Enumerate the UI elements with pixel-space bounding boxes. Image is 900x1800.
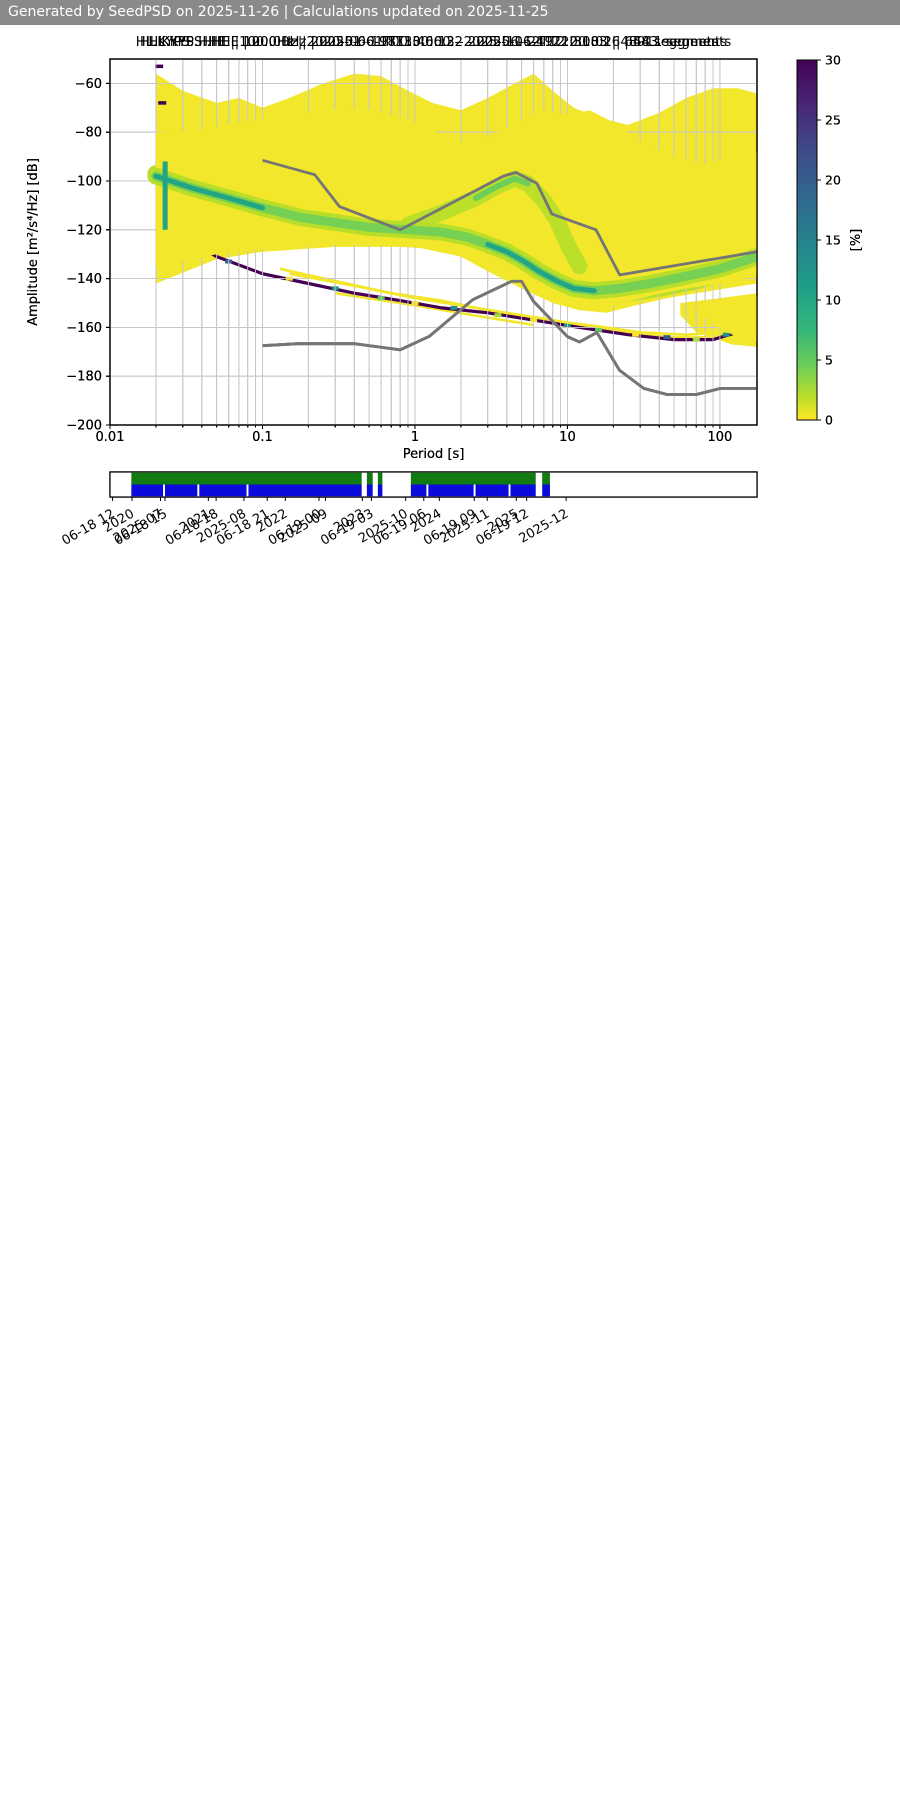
svg-text:25: 25 (825, 113, 841, 128)
svg-text:10: 10 (825, 293, 841, 308)
svg-text:2025-11: 2025-11 (438, 506, 493, 546)
svg-text:1: 1 (411, 430, 419, 445)
svg-text:30: 30 (825, 53, 841, 68)
svg-text:−140: −140 (66, 272, 102, 287)
svg-text:−200: −200 (66, 419, 102, 434)
svg-text:5: 5 (825, 353, 833, 368)
svg-text:20: 20 (825, 173, 841, 188)
svg-text:[%]: [%] (849, 229, 864, 252)
svg-text:0.01: 0.01 (96, 430, 125, 445)
svg-text:10: 10 (559, 430, 576, 445)
svg-text:−140: −140 (66, 272, 102, 287)
svg-text:Period [s]: Period [s] (403, 447, 465, 462)
svg-text:[%]: [%] (849, 229, 864, 252)
svg-text:−120: −120 (66, 223, 102, 238)
svg-text:Period [s]: Period [s] (403, 447, 465, 462)
footer-bar: Generated by SeedPSD on 2025-11-26 | Cal… (0, 0, 900, 24)
svg-text:Period [s]: Period [s] (403, 447, 465, 462)
svg-text:0.1: 0.1 (252, 430, 273, 445)
footer-text: Generated by SeedPSD on 2025-11-26 | Cal… (8, 4, 549, 20)
svg-text:10: 10 (559, 430, 576, 445)
svg-text:2025-12: 2025-12 (517, 506, 572, 546)
svg-text:100: 100 (708, 430, 733, 445)
svg-text:15: 15 (825, 233, 841, 248)
svg-text:−100: −100 (66, 175, 102, 190)
svg-text:1: 1 (411, 430, 419, 445)
svg-text:20: 20 (825, 173, 841, 188)
svg-text:10: 10 (825, 293, 841, 308)
svg-text:−60: −60 (75, 77, 102, 92)
svg-text:1: 1 (411, 430, 419, 445)
svg-text:−180: −180 (66, 370, 102, 385)
svg-text:−80: −80 (75, 126, 102, 141)
svg-text:2025-09: 2025-09 (276, 506, 331, 546)
svg-text:−200: −200 (66, 419, 102, 434)
svg-text:Amplitude [m²/s⁴/Hz] [dB]: Amplitude [m²/s⁴/Hz] [dB] (26, 158, 41, 326)
svg-text:25: 25 (825, 113, 841, 128)
svg-text:10: 10 (825, 293, 841, 308)
svg-text:0.1: 0.1 (252, 430, 273, 445)
svg-text:−160: −160 (66, 321, 102, 336)
svg-text:0.01: 0.01 (96, 430, 125, 445)
svg-text:−100: −100 (66, 175, 102, 190)
svg-text:−80: −80 (75, 126, 102, 141)
svg-text:HL.KYPS..HHE | 200.0Hz | 2025-: HL.KYPS..HHE | 200.0Hz | 2025-06-18T13:0… (148, 35, 718, 50)
svg-text:5: 5 (825, 353, 833, 368)
svg-text:HL.KYPS..HHE | 100.0Hz | 2025-: HL.KYPS..HHE | 100.0Hz | 2025-06-19T13:4… (140, 35, 727, 50)
svg-text:−120: −120 (66, 223, 102, 238)
svg-text:−60: −60 (75, 77, 102, 92)
svg-text:−180: −180 (66, 370, 102, 385)
svg-text:2025-07: 2025-07 (111, 506, 166, 546)
svg-text:0.1: 0.1 (252, 430, 273, 445)
svg-text:25: 25 (825, 113, 841, 128)
svg-text:0: 0 (825, 413, 833, 428)
svg-text:−180: −180 (66, 370, 102, 385)
svg-text:10: 10 (559, 430, 576, 445)
svg-text:20: 20 (825, 173, 841, 188)
svg-text:15: 15 (825, 233, 841, 248)
svg-text:−160: −160 (66, 321, 102, 336)
svg-text:HL.KYPS..HHE | 100.0Hz | 2020-: HL.KYPS..HHE | 100.0Hz | 2020-01-01T00:0… (136, 35, 732, 50)
svg-text:5: 5 (825, 353, 833, 368)
svg-text:−100: −100 (66, 175, 102, 190)
svg-text:15: 15 (825, 233, 841, 248)
svg-text:Amplitude [m²/s⁴/Hz] [dB]: Amplitude [m²/s⁴/Hz] [dB] (26, 158, 41, 326)
svg-text:100: 100 (708, 430, 733, 445)
svg-text:100: 100 (708, 430, 733, 445)
svg-text:0: 0 (825, 413, 833, 428)
svg-text:0.01: 0.01 (96, 430, 125, 445)
svg-text:2025-08: 2025-08 (194, 506, 249, 546)
svg-text:Amplitude [m²/s⁴/Hz] [dB]: Amplitude [m²/s⁴/Hz] [dB] (26, 158, 41, 326)
svg-text:2025-10: 2025-10 (356, 506, 411, 546)
svg-text:−200: −200 (66, 419, 102, 434)
svg-text:[%]: [%] (849, 229, 864, 252)
svg-text:−160: −160 (66, 321, 102, 336)
svg-text:−80: −80 (75, 126, 102, 141)
svg-text:30: 30 (825, 53, 841, 68)
svg-text:0: 0 (825, 413, 833, 428)
ppsd-plot-recent: 0.01 0.1 1 10 100−60−80−100−120−140−160−180−… (26, 35, 864, 547)
svg-text:−60: −60 (75, 77, 102, 92)
svg-text:−120: −120 (66, 223, 102, 238)
svg-text:−140: −140 (66, 272, 102, 287)
svg-text:30: 30 (825, 53, 841, 68)
